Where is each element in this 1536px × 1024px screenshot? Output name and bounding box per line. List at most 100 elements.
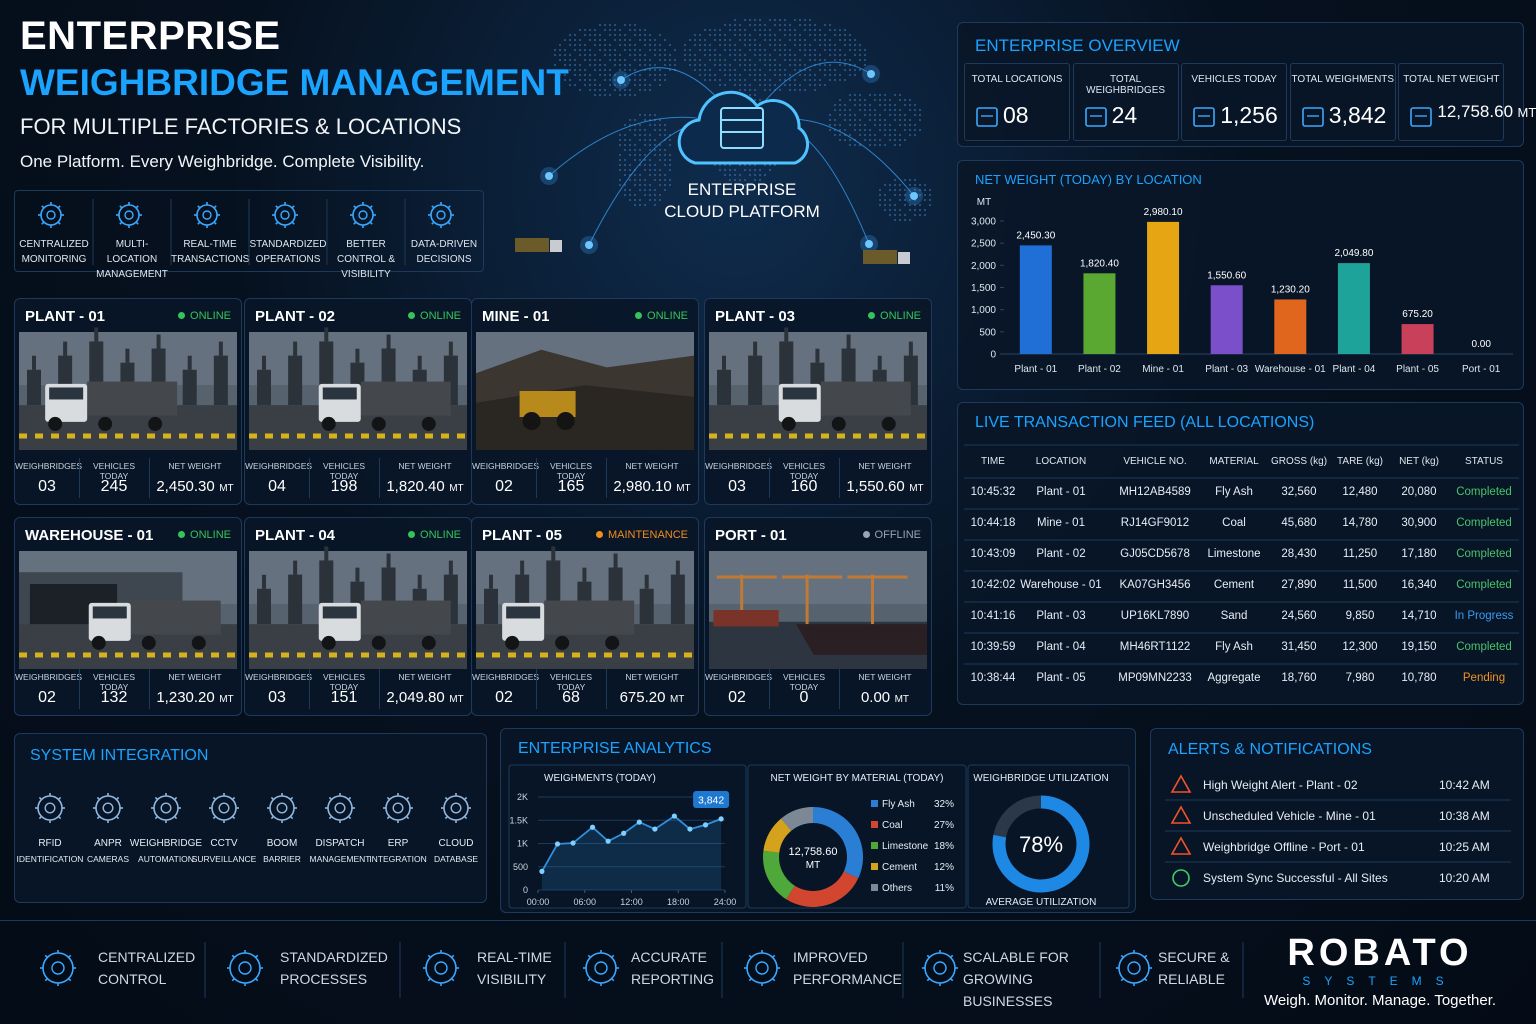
map-dot [873, 123, 877, 127]
map-dot [638, 203, 642, 207]
legend-swatch [871, 884, 878, 891]
server [720, 107, 764, 149]
map-dot [598, 73, 602, 77]
status-text: ONLINE [880, 310, 921, 322]
map-dot [598, 23, 602, 27]
map-dot [603, 88, 607, 92]
map-dot [753, 93, 757, 97]
map-dot [628, 23, 632, 27]
icon [327, 795, 353, 821]
map-dot [708, 43, 712, 47]
bar [1401, 324, 1434, 354]
title-highlight: WEIGHBRIDGE MANAGEMENT [20, 62, 569, 103]
map-dot [748, 93, 752, 97]
cell: Fly Ash [1215, 486, 1253, 498]
icon [430, 204, 452, 226]
map-dot [603, 73, 607, 77]
map-dot [753, 173, 757, 177]
stat-label: WEIGHBRIDGES [15, 461, 83, 471]
map-dot [668, 63, 672, 67]
map-dot [638, 58, 642, 62]
map-dot [638, 198, 642, 202]
map-dot [873, 108, 877, 112]
map-dot [653, 173, 657, 177]
map-dot [673, 63, 677, 67]
map-dot [648, 183, 652, 187]
map-dot [743, 43, 747, 47]
map-dot [878, 128, 882, 132]
x-tick-label: 24:00 [714, 897, 737, 907]
kpi-label: TOTAL WEIGHBRIDGES [1086, 74, 1166, 96]
map-dot [648, 168, 652, 172]
map-dot [888, 183, 892, 187]
curb-stripe [211, 433, 219, 439]
map-dot [783, 78, 787, 82]
map-dot [793, 68, 797, 72]
map-dot [738, 33, 742, 37]
map-dot [743, 83, 747, 87]
map-dot [768, 18, 772, 22]
map-dot [778, 38, 782, 42]
map-dot [828, 113, 832, 117]
cell: 12,300 [1342, 641, 1377, 653]
map-dot [903, 118, 907, 122]
map-dot [818, 43, 822, 47]
map-dot [633, 198, 637, 202]
map-dot [743, 38, 747, 42]
map-dot [623, 133, 627, 137]
windshield [322, 387, 357, 400]
alert-text: High Weight Alert - Plant - 02 [1203, 778, 1358, 792]
curb-stripe [508, 652, 516, 658]
map-dot [763, 53, 767, 57]
map-dot [858, 103, 862, 107]
map-dot [688, 58, 692, 62]
map-dot [833, 118, 837, 122]
y-tick-label: 0 [523, 885, 528, 895]
map-dot [588, 58, 592, 62]
map-dot [693, 58, 697, 62]
icon [115, 796, 120, 801]
point [702, 822, 709, 828]
map-dot [643, 58, 647, 62]
map-dot [613, 73, 617, 77]
pipe [448, 560, 453, 575]
map-dot [848, 138, 852, 142]
map-dot [898, 118, 902, 122]
value-label: 27% [934, 820, 954, 831]
map-dot [918, 118, 922, 122]
map-dot [843, 43, 847, 47]
map-dot [763, 63, 767, 67]
footer-label: REAL-TIME VISIBILITY [477, 949, 552, 987]
stat-value-box: 02 [15, 689, 79, 707]
site-image [249, 546, 467, 669]
curb-stripe [281, 433, 289, 439]
map-dot [743, 78, 747, 82]
curb-stripe [556, 652, 564, 658]
map-dot [603, 38, 607, 42]
map-dot [633, 68, 637, 72]
map-dot [648, 193, 652, 197]
legend-label: Others [882, 883, 912, 894]
map-dot [918, 183, 922, 187]
map-dot [693, 68, 697, 72]
tower [639, 588, 654, 625]
map-dot [773, 83, 777, 87]
footer-label: SECURE & RELIABLE [1158, 949, 1230, 987]
curb-stripe [35, 652, 43, 658]
map-dot [618, 93, 622, 97]
map-dot [758, 168, 762, 172]
map-dot [788, 33, 792, 37]
map-dot [878, 138, 882, 142]
map-dot [568, 78, 572, 82]
map-dot [588, 38, 592, 42]
map-dot [923, 213, 927, 217]
map-dot [723, 58, 727, 62]
x-tick-label: Plant - 04 [1333, 364, 1376, 375]
point [687, 826, 693, 832]
map-dot [618, 168, 622, 172]
feature-label: BETTER CONTROL & VISIBILITY [337, 239, 395, 280]
icon [255, 954, 259, 958]
map-dot [798, 88, 802, 92]
icon [587, 978, 591, 982]
column-header: TIME [981, 456, 1005, 467]
